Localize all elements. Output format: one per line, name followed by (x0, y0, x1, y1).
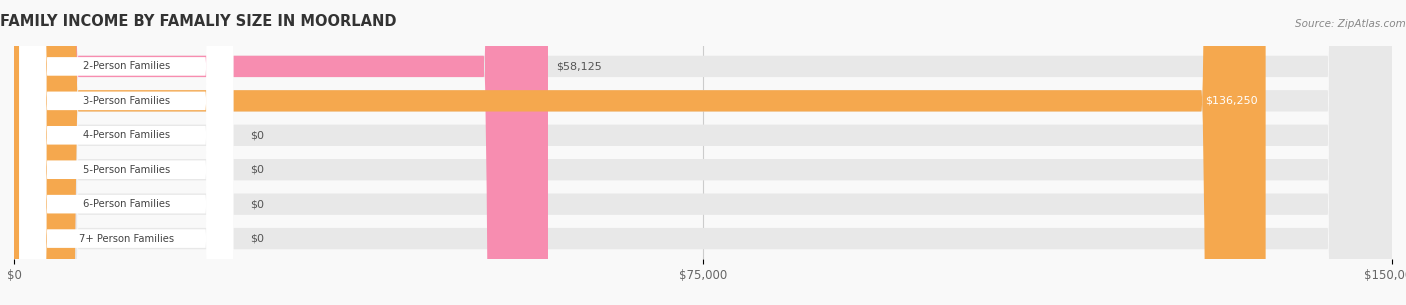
FancyBboxPatch shape (20, 0, 233, 305)
Text: $0: $0 (250, 234, 264, 244)
Text: 4-Person Families: 4-Person Families (83, 130, 170, 140)
Text: $0: $0 (250, 199, 264, 209)
FancyBboxPatch shape (20, 0, 233, 305)
FancyBboxPatch shape (14, 0, 1265, 305)
Text: $0: $0 (250, 165, 264, 175)
Text: $58,125: $58,125 (557, 61, 602, 71)
Text: 7+ Person Families: 7+ Person Families (79, 234, 174, 244)
FancyBboxPatch shape (14, 0, 1392, 305)
FancyBboxPatch shape (14, 0, 548, 305)
Text: 6-Person Families: 6-Person Families (83, 199, 170, 209)
Text: 5-Person Families: 5-Person Families (83, 165, 170, 175)
Text: $0: $0 (250, 130, 264, 140)
FancyBboxPatch shape (20, 0, 233, 305)
FancyBboxPatch shape (20, 0, 233, 305)
Text: $136,250: $136,250 (1205, 96, 1257, 106)
FancyBboxPatch shape (14, 0, 1392, 305)
FancyBboxPatch shape (14, 0, 1392, 305)
FancyBboxPatch shape (14, 0, 1392, 305)
Text: Source: ZipAtlas.com: Source: ZipAtlas.com (1295, 19, 1406, 29)
Text: 3-Person Families: 3-Person Families (83, 96, 170, 106)
Text: FAMILY INCOME BY FAMALIY SIZE IN MOORLAND: FAMILY INCOME BY FAMALIY SIZE IN MOORLAN… (0, 14, 396, 29)
Text: 2-Person Families: 2-Person Families (83, 61, 170, 71)
FancyBboxPatch shape (14, 0, 1392, 305)
FancyBboxPatch shape (20, 0, 233, 305)
FancyBboxPatch shape (14, 0, 1392, 305)
FancyBboxPatch shape (20, 0, 233, 305)
